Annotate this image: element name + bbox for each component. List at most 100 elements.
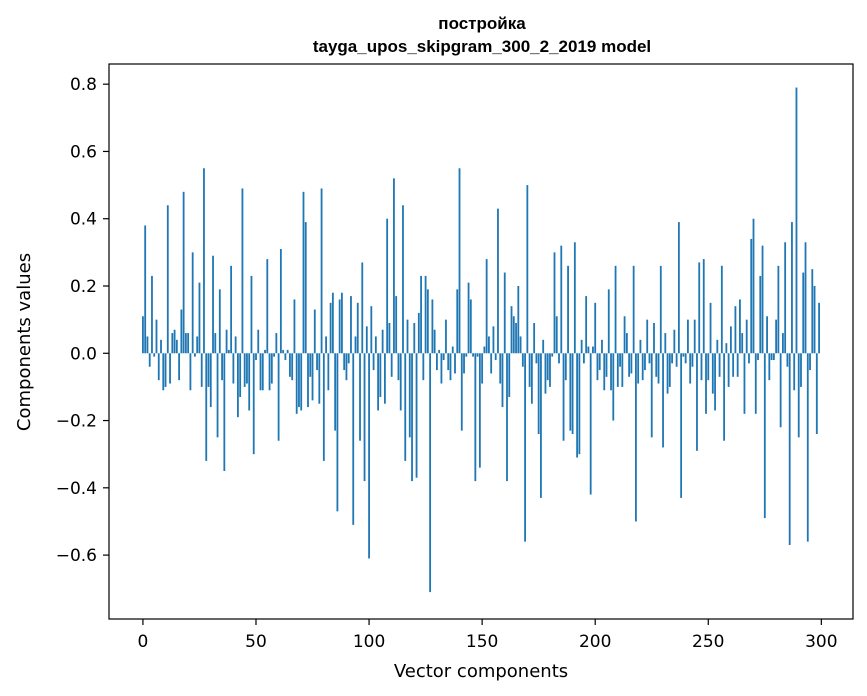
- plot-frame: [108, 63, 854, 620]
- bar-4: [151, 275, 153, 354]
- bar-66: [291, 353, 294, 381]
- bar-44: [241, 188, 244, 354]
- bar-123: [420, 275, 422, 354]
- bar-262: [734, 306, 737, 354]
- bar-5: [153, 353, 156, 357]
- x-axis-ticks: 0 50 100 150 200 250 300: [138, 619, 838, 652]
- bar-21: [189, 353, 192, 391]
- bar-260: [729, 326, 732, 354]
- bar-219: [637, 353, 640, 384]
- bar-297: [813, 286, 816, 354]
- y-tick-label: 0.0: [70, 344, 97, 364]
- bar-121: [415, 353, 418, 478]
- bar-81: [325, 336, 327, 354]
- bar-222: [644, 353, 646, 371]
- bar-252: [711, 353, 714, 394]
- bar-18: [182, 191, 185, 354]
- bar-239: [682, 353, 685, 357]
- bar-235: [673, 329, 676, 354]
- bar-287: [791, 222, 793, 354]
- y-axis-ticks: −0.6 −0.4 −0.2 0.0 0.2 0.4 0.6 0.8: [56, 75, 109, 566]
- x-axis-label: Vector components: [394, 661, 568, 682]
- bar-26: [200, 353, 203, 387]
- bar-139: [456, 289, 459, 354]
- bar-25: [198, 282, 201, 354]
- bar-167: [519, 336, 522, 354]
- bar-67: [293, 299, 296, 354]
- bar-225: [650, 353, 653, 438]
- bar-0: [142, 316, 144, 354]
- bar-62: [282, 349, 285, 354]
- bar-77: [316, 353, 318, 371]
- bar-101: [370, 306, 373, 354]
- bar-283: [781, 333, 784, 354]
- bar-177: [542, 339, 545, 354]
- x-tick-label: 300: [805, 632, 837, 652]
- bar-27: [203, 168, 205, 354]
- bar-224: [648, 353, 651, 364]
- bar-82: [327, 353, 330, 391]
- bar-142: [463, 353, 465, 374]
- bar-206: [607, 289, 610, 354]
- bar-70: [300, 353, 303, 411]
- y-tick-label: −0.6: [56, 546, 97, 566]
- bar-276: [766, 316, 768, 354]
- bar-97: [361, 262, 364, 354]
- bar-154: [490, 353, 493, 374]
- bar-141: [460, 353, 463, 431]
- bar-93: [352, 353, 355, 525]
- bar-94: [354, 336, 357, 354]
- bar-173: [533, 323, 536, 354]
- bar-76: [313, 309, 316, 354]
- bar-181: [551, 353, 554, 357]
- bar-271: [754, 353, 757, 414]
- chart-title-line-1: постройка: [438, 14, 526, 33]
- bar-91: [347, 353, 350, 364]
- bar-243: [691, 353, 694, 367]
- bar-84: [331, 292, 334, 354]
- bar-204: [603, 353, 606, 391]
- bar-169: [524, 353, 526, 542]
- bar-7: [157, 353, 160, 381]
- bar-12: [169, 353, 171, 384]
- bar-55: [266, 259, 269, 354]
- bar-107: [383, 353, 386, 404]
- bar-14: [173, 329, 176, 354]
- bar-274: [761, 245, 764, 354]
- bar-205: [605, 353, 608, 377]
- x-tick-label: 50: [245, 632, 267, 652]
- bar-282: [779, 353, 782, 428]
- bar-227: [655, 353, 658, 377]
- bar-138: [454, 353, 456, 374]
- bar-24: [196, 336, 199, 354]
- bar-183: [555, 316, 558, 354]
- bar-56: [268, 353, 271, 391]
- bar-129: [433, 329, 436, 354]
- bar-263: [736, 353, 739, 377]
- bar-290: [797, 353, 800, 438]
- x-tick-label: 100: [353, 632, 385, 652]
- bar-230: [662, 353, 664, 448]
- bar-33: [216, 353, 219, 438]
- bar-226: [653, 323, 655, 354]
- bar-256: [720, 265, 723, 354]
- bar-161: [506, 353, 508, 482]
- bar-188: [567, 265, 569, 354]
- bar-231: [664, 333, 667, 354]
- x-tick-label: 0: [138, 632, 149, 652]
- bar-74: [309, 353, 312, 377]
- bar-35: [221, 353, 223, 381]
- bar-261: [732, 353, 735, 377]
- bar-158: [499, 353, 502, 384]
- bar-6: [155, 319, 158, 354]
- y-axis-label: Components values: [14, 253, 35, 431]
- bar-257: [723, 353, 726, 441]
- bar-128: [431, 299, 434, 354]
- bar-64: [286, 349, 289, 354]
- y-tick-label: 0.4: [70, 210, 97, 230]
- bar-145: [469, 299, 472, 354]
- bar-192: [576, 353, 579, 458]
- bar-232: [666, 353, 669, 394]
- bar-156: [494, 353, 497, 360]
